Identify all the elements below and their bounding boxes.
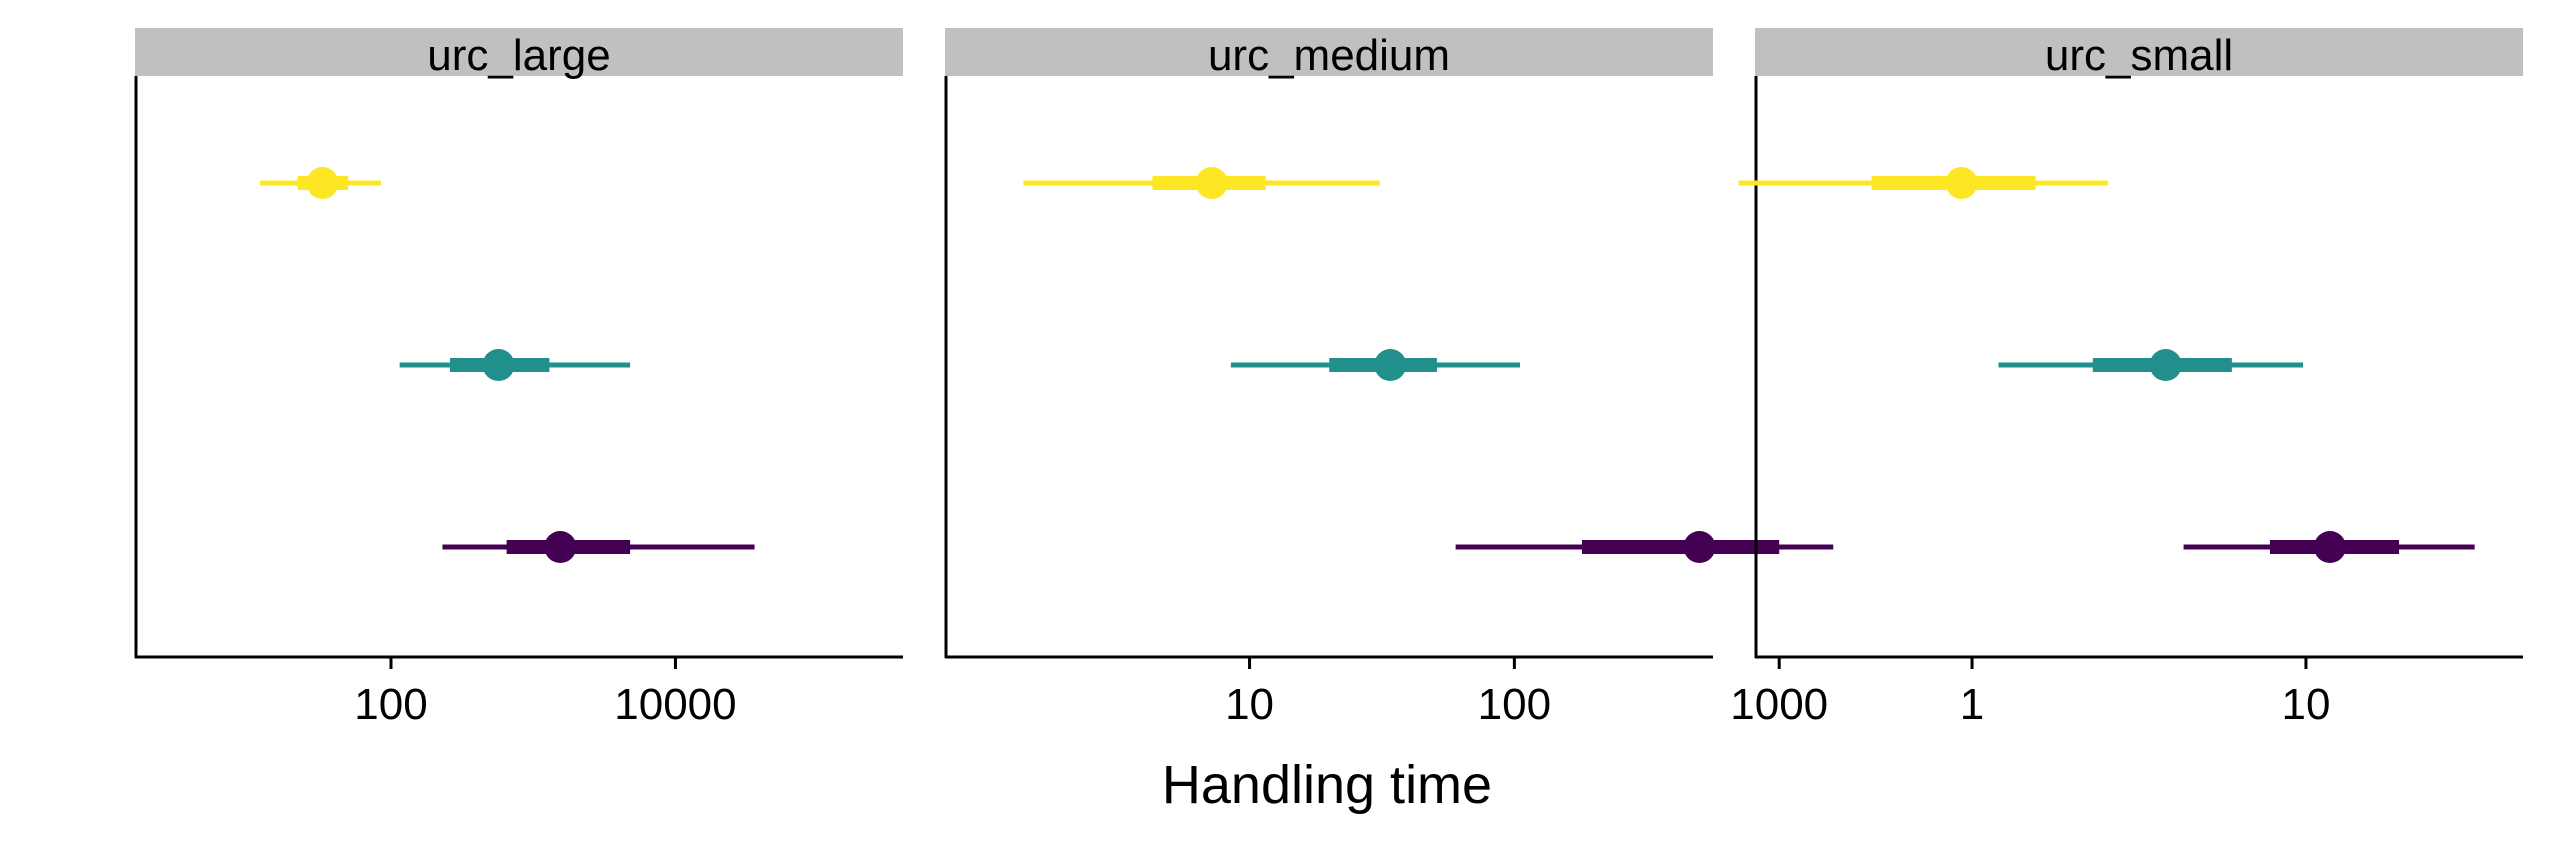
point-median xyxy=(1374,349,1407,381)
panel-title: urc_medium xyxy=(1208,31,1450,80)
x-tick-label: 1000 xyxy=(1730,680,1828,729)
panel-strip xyxy=(135,28,903,76)
x-axis-label: Handling time xyxy=(1162,755,1492,815)
point-median xyxy=(1683,531,1716,563)
point-median xyxy=(544,531,577,563)
x-tick-label: 100 xyxy=(1478,680,1551,729)
point-median xyxy=(306,167,339,199)
panel-strip xyxy=(1755,28,2523,76)
x-tick-label: 10000 xyxy=(614,680,736,729)
panel-title: urc_large xyxy=(427,31,610,80)
panel: urc_small 1 10 xyxy=(1738,28,2523,729)
point-median xyxy=(1195,167,1228,199)
panel-title: urc_small xyxy=(2045,31,2233,80)
x-tick-label: 100 xyxy=(354,680,427,729)
point-median xyxy=(2313,531,2346,563)
point-median xyxy=(1945,167,1978,199)
x-tick-label: 10 xyxy=(1225,680,1274,729)
point-median xyxy=(2149,349,2182,381)
x-tick-label: 10 xyxy=(2281,680,2330,729)
x-tick-label: 1 xyxy=(1960,680,1984,729)
panel: urc_large 100 10000 xyxy=(134,28,903,729)
panel: urc_medium 10 100 1000 xyxy=(944,28,1834,729)
point-median xyxy=(482,349,515,381)
panel-strip xyxy=(945,28,1713,76)
